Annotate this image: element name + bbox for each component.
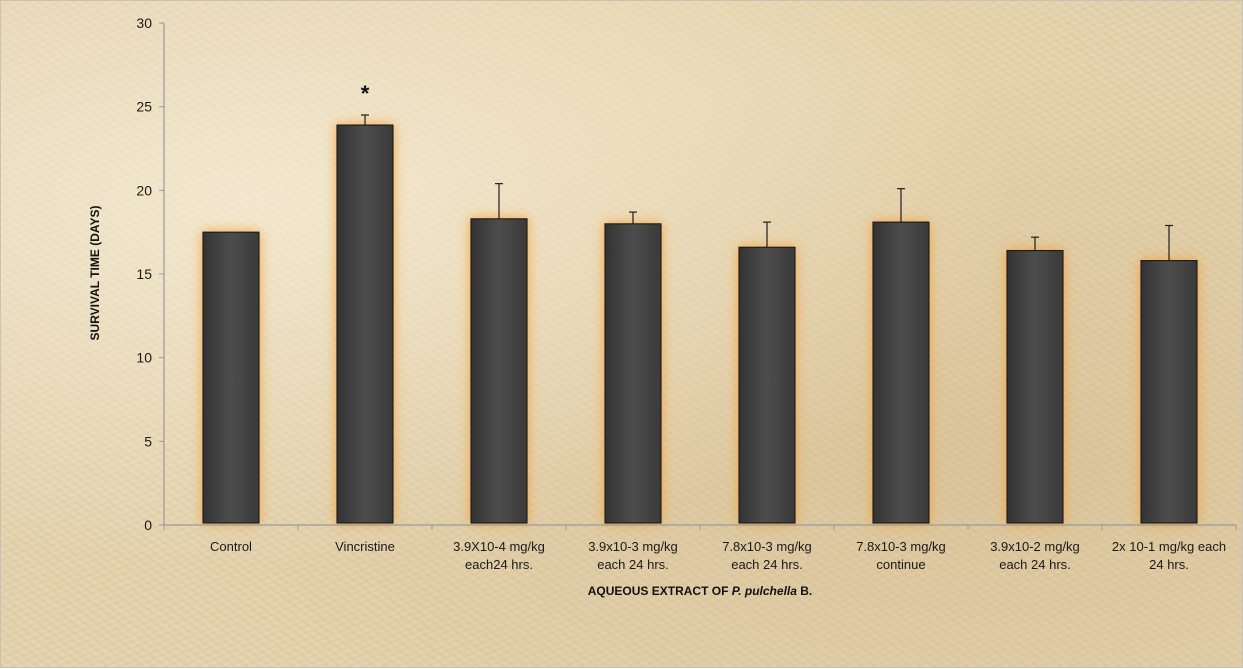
x-axis-title-prefix: AQUEOUS EXTRACT OF — [588, 584, 732, 598]
y-axis-ticks: 0 5 10 15 20 25 30 — [136, 15, 164, 533]
x-axis-title: AQUEOUS EXTRACT OF P. pulchella B. — [588, 584, 813, 598]
x-tick-label: 7.8x10-3 mg/kg each 24 hrs. — [722, 539, 812, 572]
x-axis-tick-labels: Control Vincristine 3.9X10-4 mg/kg each24 h… — [210, 539, 1226, 572]
x-axis-title-italic: P. pulchella — [732, 584, 797, 598]
bar — [738, 246, 796, 524]
x-tick-label: 3.9X10-4 mg/kg each24 hrs. — [453, 539, 545, 572]
error-bars — [361, 114, 1173, 261]
x-tick-label: 2x 10-1 mg/kg each 24 hrs. — [1112, 539, 1226, 572]
y-tick-label: 20 — [136, 182, 152, 198]
x-tick-label: Vincristine — [335, 539, 395, 554]
x-tick-label: 3.9x10-2 mg/kg each 24 hrs. — [990, 539, 1080, 572]
bars — [202, 124, 1198, 524]
x-tick-label: Control — [210, 539, 252, 554]
bar — [872, 221, 930, 524]
significance-marker: * — [361, 81, 370, 106]
y-tick-label: 25 — [136, 99, 152, 115]
y-axis-title: SURVIVAL TIME (DAYS) — [88, 206, 102, 341]
bar — [604, 223, 662, 524]
y-tick-label: 15 — [136, 266, 152, 282]
y-tick-label: 10 — [136, 350, 152, 366]
bar — [1006, 249, 1064, 524]
bar — [470, 218, 528, 524]
x-tick-label: 3.9x10-3 mg/kg each 24 hrs. — [588, 539, 678, 572]
bar — [336, 124, 394, 524]
y-tick-label: 5 — [144, 433, 152, 449]
bar — [1140, 260, 1198, 524]
x-tick-label: 7.8x10-3 mg/kg continue — [856, 539, 946, 572]
annotations: * — [361, 81, 370, 106]
bar — [202, 231, 260, 524]
axes — [163, 23, 1237, 530]
y-tick-label: 0 — [144, 517, 152, 533]
x-axis-title-suffix: B. — [797, 584, 812, 598]
y-tick-label: 30 — [136, 15, 152, 31]
